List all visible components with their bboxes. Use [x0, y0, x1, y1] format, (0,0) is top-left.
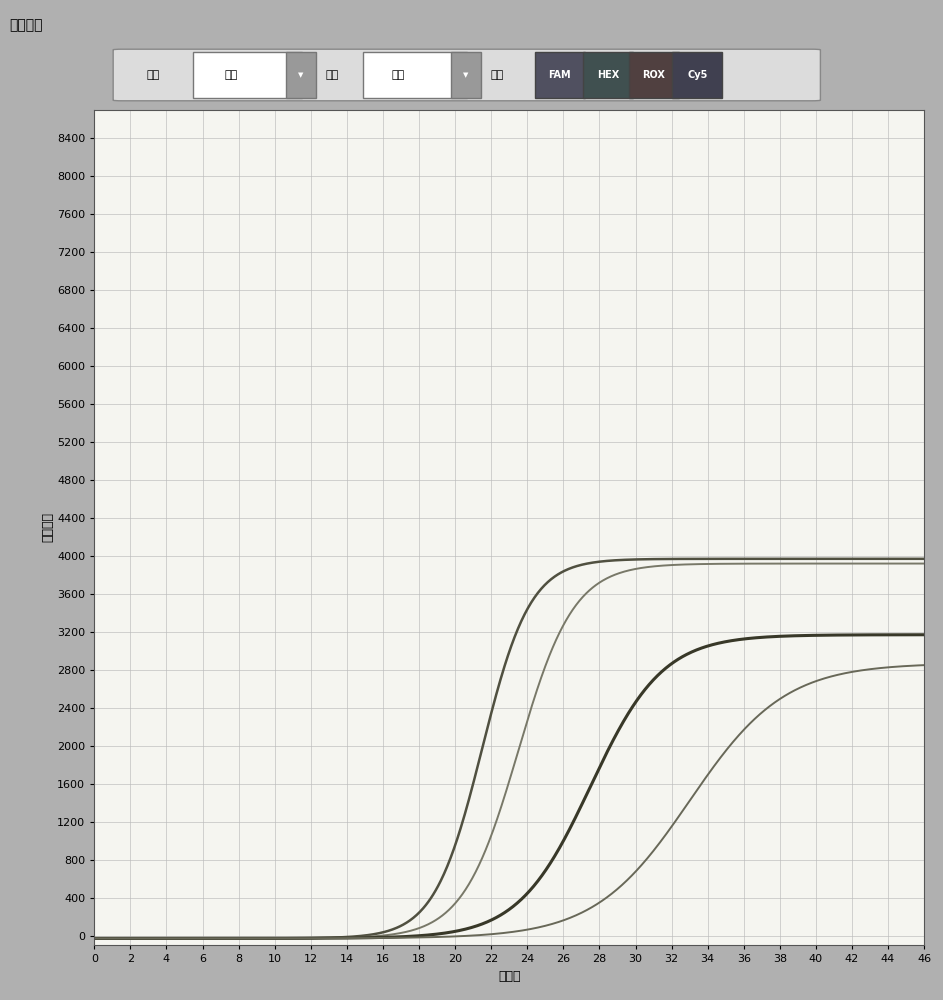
Text: ▼: ▼ [298, 72, 304, 78]
Text: FAM: FAM [549, 70, 571, 80]
FancyBboxPatch shape [286, 52, 316, 98]
Text: 孔位: 孔位 [224, 70, 238, 80]
Text: 扩增曲线: 扩增曲线 [9, 18, 43, 32]
FancyBboxPatch shape [193, 52, 302, 98]
X-axis label: 循环数: 循环数 [498, 970, 521, 983]
FancyBboxPatch shape [113, 49, 820, 101]
Y-axis label: 荧光强度: 荧光强度 [41, 512, 55, 542]
FancyBboxPatch shape [535, 52, 585, 98]
Text: 显示: 显示 [490, 70, 504, 80]
Text: ROX: ROX [642, 70, 666, 80]
Text: 线性: 线性 [391, 70, 405, 80]
Text: ▼: ▼ [463, 72, 469, 78]
Text: 颜色: 颜色 [146, 70, 159, 80]
FancyBboxPatch shape [363, 52, 467, 98]
FancyBboxPatch shape [629, 52, 679, 98]
FancyBboxPatch shape [451, 52, 481, 98]
Text: Cy5: Cy5 [687, 70, 707, 80]
FancyBboxPatch shape [583, 52, 633, 98]
FancyBboxPatch shape [672, 52, 722, 98]
Text: HEX: HEX [597, 70, 619, 80]
Text: 线型: 线型 [325, 70, 339, 80]
